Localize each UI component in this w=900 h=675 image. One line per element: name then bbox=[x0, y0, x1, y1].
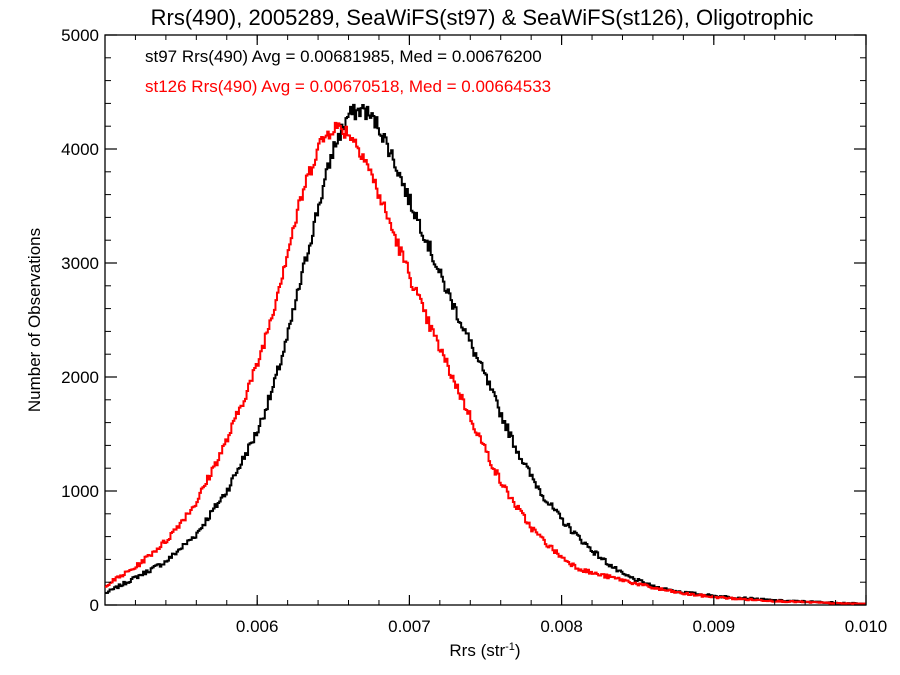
y-tick-label: 5000 bbox=[61, 26, 99, 45]
plot-frame bbox=[104, 34, 867, 606]
x-tick-label: 0.010 bbox=[845, 617, 888, 636]
x-tick-label: 0.009 bbox=[693, 617, 736, 636]
tick-layer: 0.006 0.007 0.008 0.009 0.010 0 1000 2000 3000 40… bbox=[61, 26, 887, 636]
chart-title: Rrs(490), 2005289, SeaWiFS(st97) & SeaWi… bbox=[151, 5, 814, 30]
y-tick-label: 2000 bbox=[61, 368, 99, 387]
y-tick-label: 3000 bbox=[61, 254, 99, 273]
y-tick-label: 1000 bbox=[61, 482, 99, 501]
series-line-1 bbox=[105, 121, 866, 606]
x-tick-label: 0.006 bbox=[236, 617, 279, 636]
series-layer bbox=[105, 103, 866, 606]
plot-border bbox=[104, 34, 867, 606]
annotation-st97: st97 Rrs(490) Avg = 0.00681985, Med = 0.… bbox=[145, 47, 542, 66]
x-axis-label-superscript: -1 bbox=[505, 641, 515, 653]
y-tick-label: 4000 bbox=[61, 140, 99, 159]
x-axis-label: Rrs (str-1) bbox=[449, 641, 520, 660]
x-tick-label: 0.008 bbox=[540, 617, 583, 636]
series-line-0 bbox=[105, 103, 866, 605]
y-axis-label: Number of Observations bbox=[25, 228, 44, 412]
x-axis-label-main: Rrs (str bbox=[449, 641, 505, 660]
annotation-st126: st126 Rrs(490) Avg = 0.00670518, Med = 0… bbox=[145, 77, 551, 96]
y-tick-label: 0 bbox=[90, 596, 99, 615]
x-tick-label: 0.007 bbox=[388, 617, 431, 636]
x-axis-label-close: ) bbox=[515, 641, 521, 660]
